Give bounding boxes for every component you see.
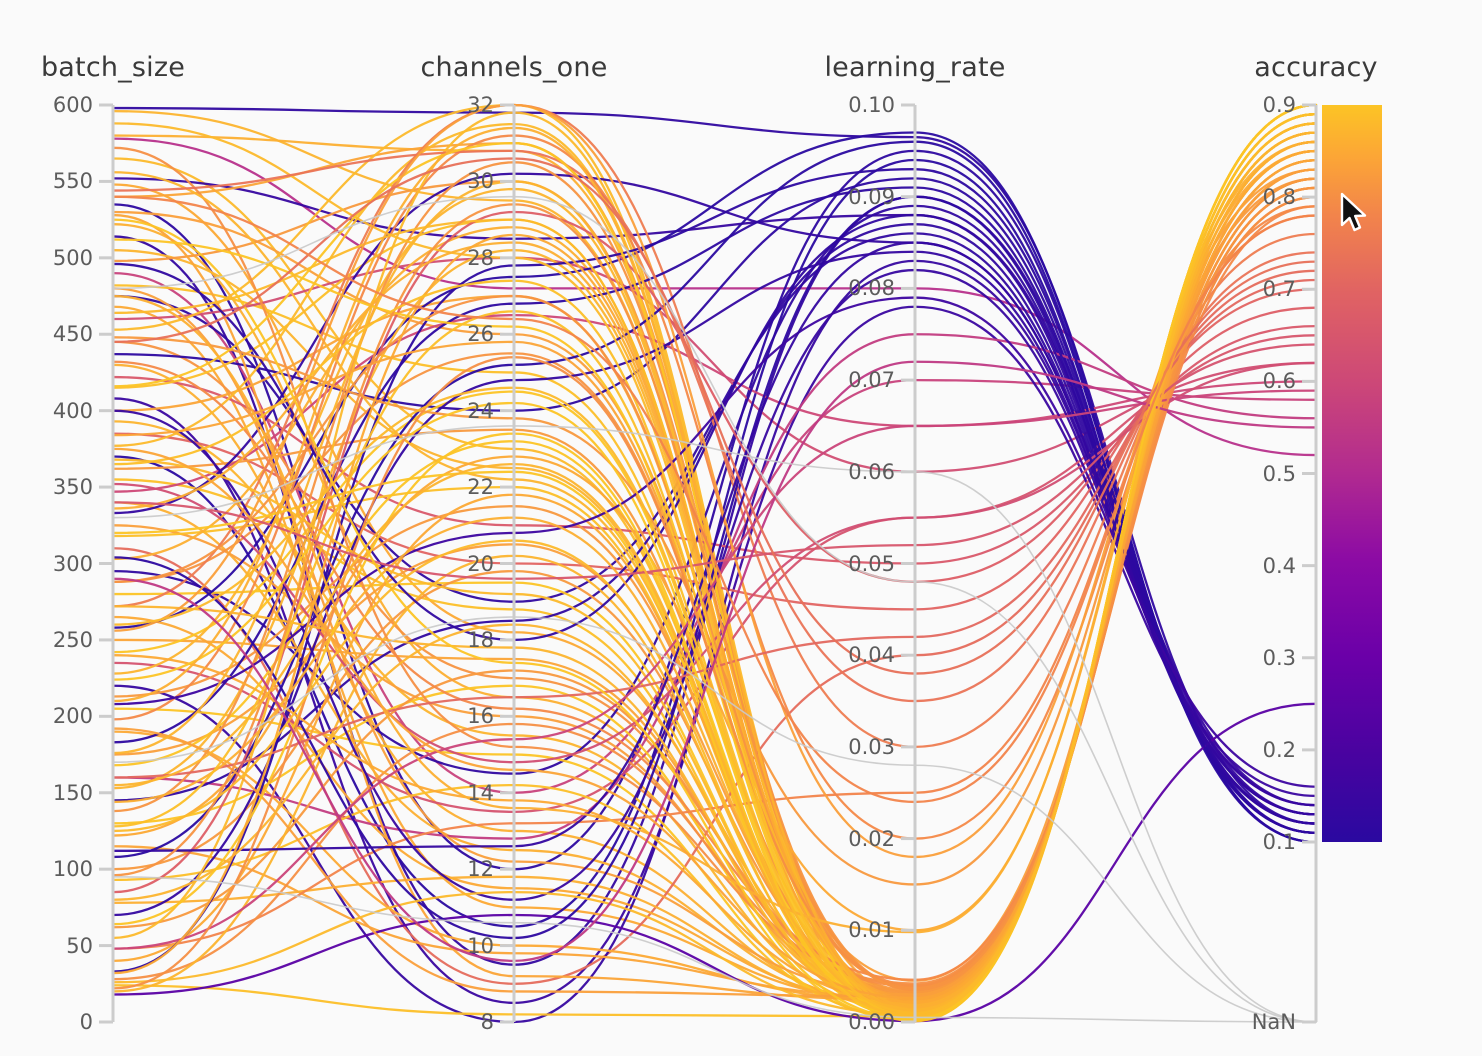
- data-line[interactable]: [111, 269, 1318, 985]
- axis-tick-label: 450: [52, 322, 93, 347]
- axis-tick-label: 26: [467, 322, 494, 347]
- data-line[interactable]: [111, 195, 1318, 804]
- data-line[interactable]: [111, 195, 1318, 990]
- data-line[interactable]: [111, 137, 1318, 457]
- data-line[interactable]: [111, 140, 1318, 859]
- data-line[interactable]: [112, 616, 1317, 1023]
- axis-tick-label: 350: [52, 475, 93, 500]
- axis-tick-label: 32: [467, 93, 494, 117]
- data-line[interactable]: [112, 195, 1317, 1023]
- accuracy-colorbar[interactable]: [1322, 105, 1382, 842]
- data-line[interactable]: [112, 876, 1317, 1023]
- data-line[interactable]: [111, 241, 1318, 852]
- axis-tick-label: 0.10: [848, 93, 895, 117]
- axis-tick-label: 20: [467, 551, 494, 576]
- data-line[interactable]: [111, 149, 1318, 703]
- data-line[interactable]: [111, 122, 1318, 1017]
- data-line[interactable]: [112, 425, 1317, 1023]
- axis-tick-label: 200: [52, 704, 93, 729]
- axis-tick-label: 24: [467, 398, 494, 423]
- axis-tick-label: 0.00: [848, 1010, 895, 1034]
- axis-tick-label: 250: [52, 627, 93, 652]
- axis-tick-label: 0.8: [1262, 185, 1296, 210]
- data-line[interactable]: [111, 159, 1318, 1000]
- axis-tick-label: 0.05: [848, 551, 895, 576]
- axis-tick-label: 0.5: [1262, 461, 1296, 486]
- data-line[interactable]: [111, 334, 1318, 580]
- axis-tick-label: 0.06: [848, 459, 895, 484]
- axis-tick-label: 0.3: [1262, 645, 1296, 670]
- data-line[interactable]: [111, 168, 1318, 973]
- axis-tick-label: 600: [52, 93, 93, 117]
- axis-tick-label: 0.04: [848, 643, 895, 668]
- data-line[interactable]: [111, 389, 1318, 950]
- axis-tick-label: 150: [52, 780, 93, 805]
- data-line[interactable]: [111, 168, 1318, 998]
- axis-title-learning_rate: learning_rate: [824, 52, 1006, 83]
- data-line[interactable]: [111, 103, 1318, 859]
- axis-tick-label: 14: [467, 780, 494, 805]
- axis-tick-label: 0.02: [848, 826, 895, 851]
- axis-tick-label: 0.4: [1262, 553, 1296, 578]
- axis-tick-label: 500: [52, 245, 93, 270]
- axis-tick-label: 16: [467, 704, 494, 729]
- axis-tick-label: 12: [467, 857, 494, 882]
- axis-tick-label: 30: [467, 169, 494, 194]
- axis-tick-label: 100: [52, 857, 93, 882]
- axis-title-batch_size: batch_size: [40, 52, 186, 83]
- axis-tick-label: 300: [52, 551, 93, 576]
- data-line[interactable]: [111, 296, 1318, 788]
- axis-tick-label: 0.01: [848, 918, 895, 943]
- axis-tick-label: 0.09: [848, 184, 895, 209]
- axis-tick-label: 0.1: [1262, 830, 1296, 854]
- axis-tick-label: 50: [66, 933, 93, 958]
- axis-tick-label: 0.03: [848, 734, 895, 759]
- axis-tick-label: 10: [467, 933, 494, 958]
- axis-tick-label: 0: [79, 1010, 93, 1034]
- axis-tick-label: 0.9: [1262, 93, 1296, 117]
- axis-tick-label: 400: [52, 398, 93, 423]
- data-line[interactable]: [111, 157, 1318, 675]
- axis-tick-label: 0.7: [1262, 277, 1296, 302]
- axis-tick-label: 0.6: [1262, 369, 1296, 394]
- axis-title-accuracy: accuracy: [1254, 52, 1378, 83]
- data-line[interactable]: [111, 360, 1318, 963]
- axis-nan-label: NaN: [1251, 1010, 1296, 1034]
- axis-tick-label: 0.2: [1262, 737, 1296, 762]
- axis-title-channels_one: channels_one: [420, 52, 608, 83]
- axis-tick-label: 8: [480, 1010, 494, 1034]
- axis-tick-label: 22: [467, 475, 494, 500]
- data-line[interactable]: [111, 106, 1318, 825]
- data-lines-group: [111, 103, 1318, 1024]
- data-line[interactable]: [111, 103, 1318, 1021]
- data-line[interactable]: [111, 256, 1318, 473]
- axis-ticks-group: [99, 103, 1316, 1024]
- axis-tick-label: 0.07: [848, 368, 895, 393]
- axis-tick-label: 0.08: [848, 276, 895, 301]
- axis-tick-label: 550: [52, 169, 93, 194]
- axis-tick-label: 28: [467, 245, 494, 270]
- axis-tick-label: 18: [467, 627, 494, 652]
